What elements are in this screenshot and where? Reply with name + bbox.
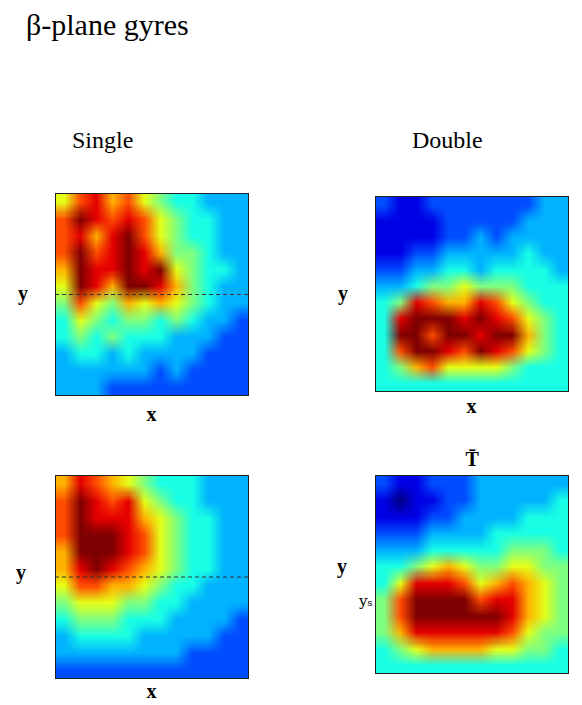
- svg-text:yₛ: yₛ: [358, 592, 373, 610]
- html-text:x: x: [466, 395, 477, 417]
- html-text:y: y: [16, 561, 26, 583]
- html-text:x: x: [146, 403, 157, 425]
- html-text:Single: Single: [72, 127, 134, 153]
- html-text:y: y: [18, 282, 28, 304]
- html-text:T̄: T̄: [465, 448, 479, 470]
- html-text:y: y: [338, 282, 348, 304]
- html-text:β-plane gyres: β-plane gyres: [26, 8, 189, 41]
- html-text:Double: Double: [412, 127, 483, 153]
- html-text:x: x: [146, 680, 157, 702]
- html-text:y: y: [337, 555, 347, 577]
